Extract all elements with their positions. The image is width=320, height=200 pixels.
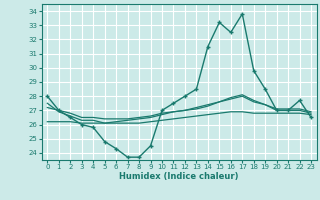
- X-axis label: Humidex (Indice chaleur): Humidex (Indice chaleur): [119, 172, 239, 181]
